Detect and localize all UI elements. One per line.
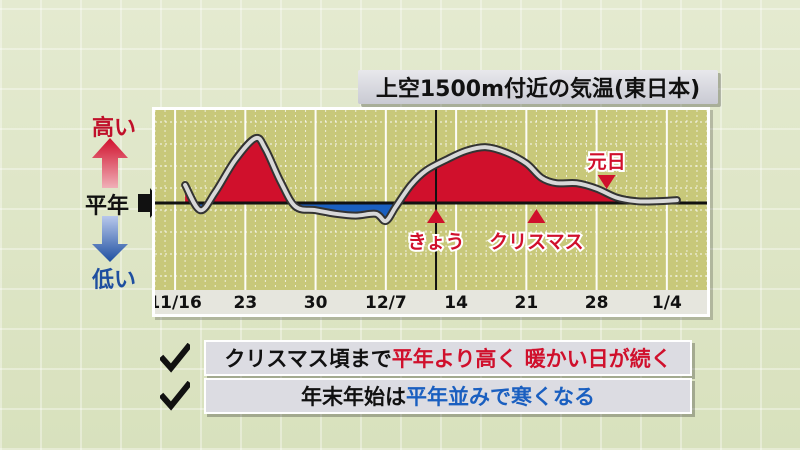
note-1-part-1: クリスマス頃まで	[224, 347, 392, 371]
note-1-part-2: 平年より高く 暖かい日が続く	[391, 347, 672, 371]
note-2-part-2: 平年並みで寒くなる	[406, 385, 595, 409]
note-row-2: 年末年始は 平年並みで寒くなる	[160, 378, 692, 414]
annotation-marker	[527, 209, 546, 223]
annotation-marker	[597, 175, 616, 189]
note-row-1: クリスマス頃まで 平年より高く 暖かい日が続く	[160, 340, 692, 376]
note-box-1: クリスマス頃まで 平年より高く 暖かい日が続く	[204, 340, 692, 376]
x-tick-label: 28	[585, 293, 609, 313]
low-label: 低い	[92, 268, 137, 293]
note-box-2: 年末年始は 平年並みで寒くなる	[204, 378, 692, 414]
normal-label: 平年	[85, 194, 130, 219]
annotation-label: 元日	[588, 151, 626, 173]
x-tick-label: 14	[444, 293, 468, 313]
x-axis-strip	[155, 290, 707, 314]
x-tick-label: 23	[233, 293, 257, 313]
checkmark-icon	[160, 343, 190, 373]
chart-frame: 11/16 23 30 12/7 14 21 28 1/4 きょう クリスマス 元日	[152, 107, 710, 317]
x-tick-label: 1/4	[652, 293, 682, 313]
annotation-label: きょう	[408, 231, 465, 253]
high-low-arrow-icon	[92, 138, 160, 262]
up-arrow-icon	[92, 138, 128, 188]
x-tick-label: 21	[515, 293, 539, 313]
x-tick-label: 12/7	[365, 293, 407, 313]
x-tick-label: 30	[304, 293, 328, 313]
high-label: 高い	[92, 116, 137, 141]
checkmark-icon	[160, 381, 190, 411]
annotation-marker	[427, 209, 446, 223]
chart-title: 上空1500m付近の気温(東日本)	[358, 70, 718, 104]
annotation-label: クリスマス	[489, 231, 583, 253]
series-line	[183, 135, 679, 224]
x-tick-label: 11/16	[155, 293, 202, 313]
note-2-part-1: 年末年始は	[301, 385, 406, 409]
temperature-chart: 11/16 23 30 12/7 14 21 28 1/4 きょう クリスマス 元日	[155, 110, 707, 314]
down-arrow-icon	[92, 216, 128, 262]
